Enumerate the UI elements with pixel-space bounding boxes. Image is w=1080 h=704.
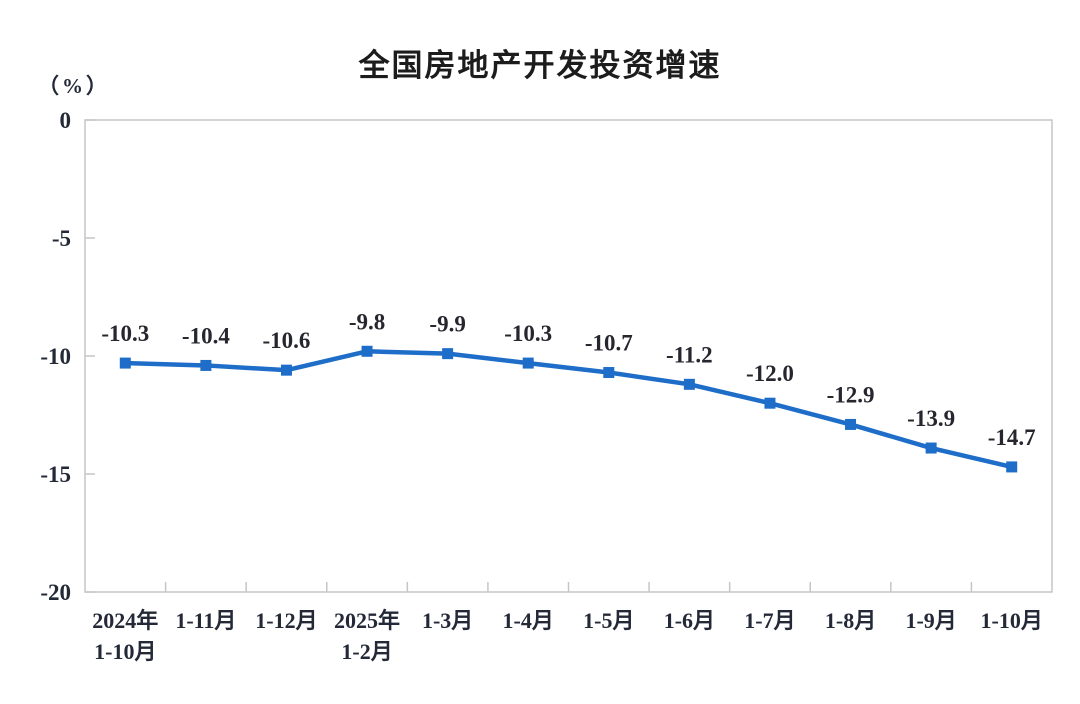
data-point-label: -10.3 [101,321,149,346]
data-point-marker [200,359,212,371]
x-axis-category-label: 1-5月 [583,608,634,633]
data-point-label: -12.9 [827,382,875,407]
data-point-marker [764,397,776,409]
data-point-marker [603,367,615,379]
data-point-label: -10.7 [585,331,633,356]
x-axis-category-label: 2025年 1-2月 [334,608,400,664]
data-point-marker [442,348,454,360]
x-axis-category-label: 2024年 1-10月 [92,608,158,664]
data-point-label: -10.3 [504,321,552,346]
data-point-label: -14.7 [988,425,1036,450]
data-point-marker [1006,461,1018,473]
data-point-marker [119,357,131,369]
data-point-marker [280,364,292,376]
data-point-marker [845,418,857,430]
x-axis-category-label: 1-4月 [503,608,554,633]
plot-area-border [84,119,1053,593]
data-point-marker [361,345,373,357]
x-axis-category-label: 1-11月 [175,608,236,633]
data-point-label: -9.8 [349,309,385,334]
y-axis-unit-label: （%） [38,74,110,98]
x-axis-category-label: 1-6月 [664,608,715,633]
data-point-label: -12.0 [746,361,794,386]
data-point-label: -10.4 [182,323,230,348]
data-point-label: -13.9 [907,406,955,431]
y-axis-tick-label: -20 [40,580,71,605]
x-axis-category-label: 1-12月 [255,608,317,633]
y-axis-tick-label: -15 [40,462,71,487]
x-axis-category-label: 1-8月 [825,608,876,633]
x-axis-category-label: 1-3月 [422,608,473,633]
data-point-label: -11.2 [666,342,713,367]
data-line-series [123,349,1014,470]
data-point-marker [925,442,937,454]
x-axis-category-label: 1-9月 [905,608,956,633]
x-axis-category-label: 1-10月 [981,608,1043,633]
data-point-label: -9.9 [429,312,465,337]
data-point-marker [683,378,695,390]
data-point-label: -10.6 [262,328,310,353]
x-axis-category-label: 1-7月 [744,608,795,633]
y-axis-tick-label: 0 [60,108,72,133]
data-point-marker [522,357,534,369]
chart-title: 全国房地产开发投资增速 [358,48,722,83]
y-axis-tick-label: -5 [52,226,71,251]
y-axis-tick-label: -10 [40,344,71,369]
